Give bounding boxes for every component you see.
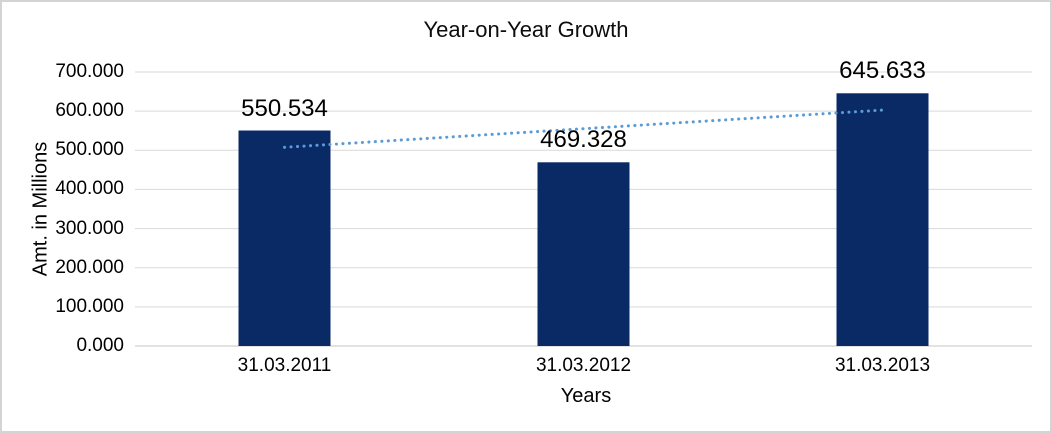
y-tick-label: 700.000 <box>55 61 124 82</box>
y-tick-label: 200.000 <box>55 256 124 278</box>
data-label: 550.534 <box>241 94 328 122</box>
bar-31.03.2013 <box>836 93 929 347</box>
x-category-label: 31.03.2013 <box>834 355 931 376</box>
x-category-label: 31.03.2011 <box>237 355 332 376</box>
y-tick-label: 300.000 <box>55 217 124 239</box>
data-label: 469.328 <box>540 126 627 154</box>
chart-title: Year-on-Year Growth <box>423 17 629 42</box>
trendline <box>283 108 884 149</box>
bar-31.03.2012 <box>537 162 630 346</box>
y-tick-label: 400.000 <box>55 178 124 200</box>
y-tick-label: 600.000 <box>55 100 124 122</box>
y-tick-label: 100.000 <box>55 295 124 317</box>
y-tick-label: 0.000 <box>76 335 124 356</box>
x-axis-title: Years <box>560 385 612 407</box>
x-category-label: 31.03.2012 <box>535 355 632 376</box>
data-label: 645.633 <box>839 57 926 85</box>
bar-31.03.2011 <box>238 130 331 346</box>
y-tick-label: 500.000 <box>55 139 124 161</box>
